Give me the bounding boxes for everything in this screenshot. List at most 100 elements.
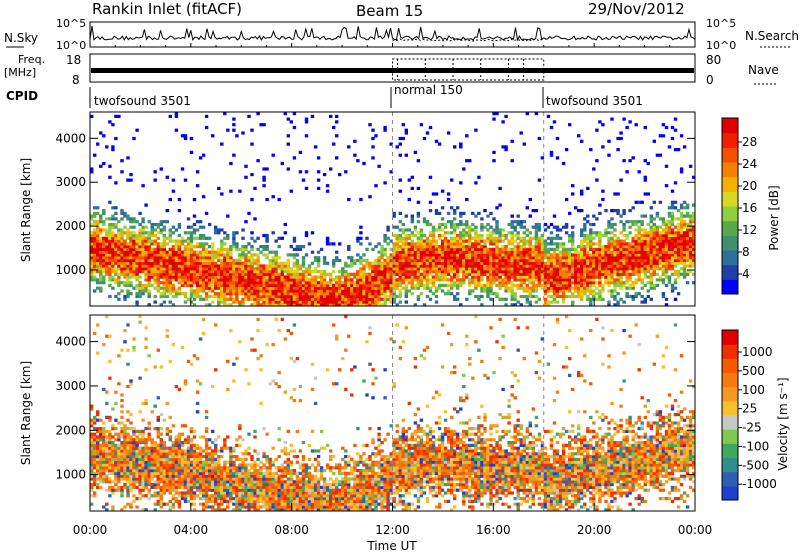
heatmap-cell [610,217,614,221]
heatmap-cell [192,264,197,268]
heatmap-cell [165,294,169,299]
heatmap-cell [129,217,133,221]
heatmap-cell [277,303,281,307]
heatmap-cell [392,292,396,296]
colorbar-frame [721,117,739,295]
heatmap-cell [643,125,647,130]
heatmap-cell [232,283,236,287]
heatmap-cell [398,275,402,279]
heatmap-cell [298,292,303,296]
cpid-segment-3: twofsound 3501 [546,94,643,108]
heatmap-cell [580,264,584,268]
heatmap-cell [156,289,160,293]
heatmap-cell [208,256,212,260]
heatmap-cell [96,413,100,417]
heatmap-cell [371,275,375,279]
heatmap-cell [180,236,185,240]
heatmap-cell [329,281,333,285]
heatmap-cell [90,245,94,249]
heatmap-cell [374,281,378,285]
heatmap-cell [180,261,185,265]
heatmap-cell [93,228,97,232]
heatmap-cell [304,117,309,121]
heatmap-cell [634,245,638,249]
heatmap-cell [586,236,590,240]
heatmap-cell [183,231,188,235]
heatmap-cell [616,270,620,274]
heatmap-cell [244,267,248,271]
heatmap-cell [347,278,351,282]
heatmap-cell [450,236,454,240]
heatmap-cell [561,261,566,265]
heatmap-cell [365,297,369,301]
heatmap-cell [434,247,439,251]
heatmap-cell [495,292,499,296]
heatmap-cell [150,256,154,260]
heatmap-cell [283,222,287,227]
heatmap-cell [401,231,405,235]
heatmap-cell [96,236,100,240]
heatmap-cell [643,267,647,271]
heatmap-cell [477,264,481,268]
heatmap-cell [395,256,399,260]
heatmap-cell [250,197,254,202]
heatmap-cell [350,292,354,296]
heatmap-cell [522,225,526,229]
heatmap-cell [495,206,499,210]
heatmap-cell [350,283,354,287]
heatmap-cell [513,228,517,232]
heatmap-cell [108,460,112,464]
heatmap-cell [102,264,106,268]
heatmap-cell [123,258,127,263]
heatmap-cell [613,209,617,213]
heatmap-cell [96,222,100,227]
heatmap-cell [192,256,197,260]
heatmap-cell [501,233,505,238]
heatmap-cell [661,272,666,276]
heatmap-cell [519,261,523,265]
heatmap-cell [571,300,575,304]
heatmap-cell [99,446,103,450]
heatmap-cell [256,261,260,265]
heatmap-cell [217,303,221,307]
heatmap-cell [195,289,200,293]
heatmap-cell [586,286,590,290]
heatmap-cell [280,286,284,290]
heatmap-cell [646,253,650,257]
heatmap-cell [135,270,139,274]
heatmap-cell [437,286,442,290]
heatmap-cell [192,289,197,293]
heatmap-cell [111,267,115,271]
heatmap-cell [141,236,145,240]
heatmap-cell [398,228,402,232]
heatmap-cell [265,267,269,271]
heatmap-cell [589,239,593,243]
heatmap-cell [268,297,272,301]
heatmap-cell [114,432,118,436]
heatmap-cell [198,281,203,285]
heatmap-cell [522,264,526,268]
heatmap-cell [522,270,526,274]
heatmap-cell [386,225,390,229]
heatmap-cell [144,275,148,279]
heatmap-cell [165,264,169,268]
heatmap-cell [111,480,115,484]
heatmap-cell [477,233,481,238]
heatmap-cell [310,231,315,235]
heatmap-cell [622,228,626,232]
heatmap-cell [359,270,363,274]
heatmap-cell [510,297,514,301]
heatmap-cell [332,294,336,299]
heatmap-cell [604,281,608,285]
heatmap-cell [341,292,345,296]
heatmap-cell [262,272,266,276]
heatmap-cell [537,267,542,271]
heatmap-cell [235,134,239,138]
heatmap-cell [583,272,587,276]
heatmap-cell [253,289,257,293]
heatmap-cell [676,245,681,249]
heatmap-cell [431,247,436,251]
heatmap-cell [413,250,418,254]
heatmap-cell [298,247,303,251]
heatmap-cell [307,300,312,304]
